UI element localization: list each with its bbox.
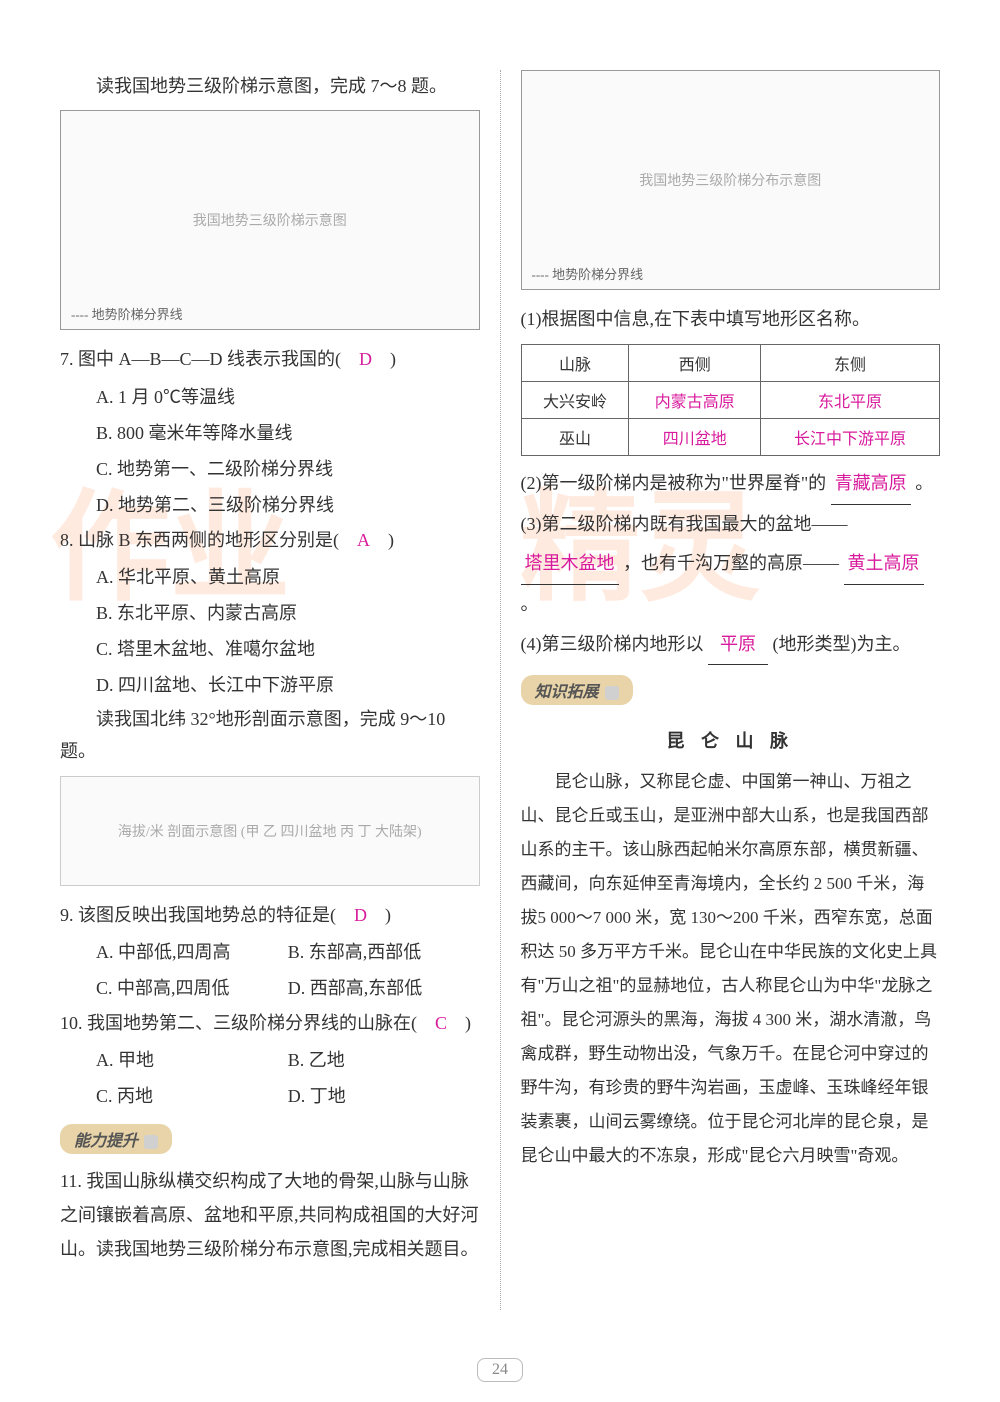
q9-opt-b: B. 东部高,西部低: [288, 934, 480, 970]
q8-opt-a: A. 华北平原、黄土高原: [60, 559, 480, 595]
q9-answer: D: [354, 905, 367, 925]
article-body: 昆仑山脉，又称昆仑虚、中国第一神山、万祖之山、昆仑丘或玉山，是亚洲中部大山系，也…: [521, 765, 941, 1173]
p4-text1: (4)第三级阶梯内地形以: [521, 634, 704, 654]
table-row: 大兴安岭 内蒙古高原 东北平原: [521, 382, 940, 419]
q9-opt-c: C. 中部高,四周低: [96, 970, 288, 1006]
q10-row2: C. 丙地 D. 丁地: [60, 1078, 480, 1114]
left-column: 读我国地势三级阶梯示意图，完成 7～8 题。 我国地势三级阶梯示意图 ---- …: [60, 70, 480, 1310]
q9-opt-d: D. 西部高,东部低: [288, 970, 480, 1006]
article-title: 昆 仑 山 脉: [521, 727, 941, 753]
th-west: 西侧: [629, 345, 761, 382]
q10-stem-text: 10. 我国地势第二、三级阶梯分界线的山脉在(: [60, 1013, 435, 1033]
q11-stem: 11. 我国山脉纵横交织构成了大地的骨架,山脉与山脉之间镶嵌着高原、盆地和平原,…: [60, 1164, 480, 1267]
q8-stem-text: 8. 山脉 B 东西两侧的地形区分别是(: [60, 530, 357, 550]
p2: (2)第一级阶梯内是被称为"世界屋脊"的 青藏高原 。: [521, 464, 941, 505]
p3: (3)第二级阶梯内既有我国最大的盆地—— 塔里木盆地 ，也有千沟万壑的高原—— …: [521, 505, 941, 625]
badge-knowledge: 知识拓展: [521, 675, 633, 705]
p3-text1: (3)第二级阶梯内既有我国最大的盆地——: [521, 514, 848, 534]
q9-row2: C. 中部高,四周低 D. 西部高,东部低: [60, 970, 480, 1006]
p4: (4)第三级阶梯内地形以 平原 (地形类型)为主。: [521, 625, 941, 666]
q10-row1: A. 甲地 B. 乙地: [60, 1042, 480, 1078]
p3-blank1: 塔里木盆地: [521, 544, 619, 585]
map-2: 我国地势三级阶梯分布示意图 ---- 地势阶梯分界线: [521, 70, 941, 290]
map-2-hint: 我国地势三级阶梯分布示意图: [639, 170, 821, 190]
q10-opt-c: C. 丙地: [96, 1078, 288, 1114]
r1c3: 东北平原: [761, 382, 940, 419]
p1: (1)根据图中信息,在下表中填写地形区名称。: [521, 302, 941, 336]
badge-ability: 能力提升: [60, 1124, 172, 1154]
page-content: 读我国地势三级阶梯示意图，完成 7～8 题。 我国地势三级阶梯示意图 ---- …: [60, 70, 940, 1310]
p4-blank1: 平原: [708, 625, 768, 666]
q10-stem: 10. 我国地势第二、三级阶梯分界线的山脉在( C ): [60, 1006, 480, 1040]
q7-opt-d: D. 地势第二、三级阶梯分界线: [60, 487, 480, 523]
q7-stem-text: 7. 图中 A—B—C—D 线表示我国的(: [60, 349, 359, 369]
r2c3: 长江中下游平原: [761, 419, 940, 456]
q10-stem-end: ): [447, 1013, 471, 1033]
q8-opt-c: C. 塔里木盆地、准噶尔盆地: [60, 631, 480, 667]
profile-chart: 海拔/米 剖面示意图 (甲 乙 四川盆地 丙 丁 大陆架): [60, 776, 480, 886]
q8-stem-end: ): [370, 530, 394, 550]
q8-stem: 8. 山脉 B 东西两侧的地形区分别是( A ): [60, 523, 480, 557]
th-east: 东侧: [761, 345, 940, 382]
p2-end: 。: [915, 473, 933, 493]
r2c2: 四川盆地: [629, 419, 761, 456]
th-mountain: 山脉: [521, 345, 629, 382]
q7-stem-end: ): [372, 349, 396, 369]
r1c1: 大兴安岭: [521, 382, 629, 419]
q7-opt-b: B. 800 毫米年等降水量线: [60, 415, 480, 451]
q10-opt-b: B. 乙地: [288, 1042, 480, 1078]
map-2-legend: ---- 地势阶梯分界线: [532, 264, 644, 283]
q9-stem-text: 9. 该图反映出我国地势总的特征是(: [60, 905, 354, 925]
q7-stem: 7. 图中 A—B—C—D 线表示我国的( D ): [60, 342, 480, 376]
instruction-9-10: 读我国北纬 32°地形剖面示意图，完成 9～10 题。: [60, 703, 480, 768]
map-1: 我国地势三级阶梯示意图 ---- 地势阶梯分界线: [60, 110, 480, 330]
q9-opt-a: A. 中部低,四周高: [96, 934, 288, 970]
q7-answer: D: [359, 349, 372, 369]
profile-chart-hint: 海拔/米 剖面示意图 (甲 乙 四川盆地 丙 丁 大陆架): [118, 821, 422, 841]
terrain-table: 山脉 西侧 东侧 大兴安岭 内蒙古高原 东北平原 巫山 四川盆地 长江中下游平原: [521, 344, 941, 456]
page-number: 24: [477, 1358, 523, 1382]
r1c2: 内蒙古高原: [629, 382, 761, 419]
q10-opt-a: A. 甲地: [96, 1042, 288, 1078]
q7-opt-c: C. 地势第一、二级阶梯分界线: [60, 451, 480, 487]
column-divider: [500, 70, 501, 1310]
q8-opt-d: D. 四川盆地、长江中下游平原: [60, 667, 480, 703]
table-header-row: 山脉 西侧 东侧: [521, 345, 940, 382]
right-column: 我国地势三级阶梯分布示意图 ---- 地势阶梯分界线 (1)根据图中信息,在下表…: [521, 70, 941, 1310]
q9-stem: 9. 该图反映出我国地势总的特征是( D ): [60, 898, 480, 932]
p4-text2: (地形类型)为主。: [773, 634, 911, 654]
p3-text2: ，也有千沟万壑的高原——: [623, 553, 839, 573]
map-1-legend: ---- 地势阶梯分界线: [71, 304, 183, 323]
map-1-hint: 我国地势三级阶梯示意图: [193, 210, 347, 230]
p2-blank1: 青藏高原: [831, 464, 911, 505]
instruction-7-8: 读我国地势三级阶梯示意图，完成 7～8 题。: [60, 70, 480, 102]
r2c1: 巫山: [521, 419, 629, 456]
q9-row1: A. 中部低,四周高 B. 东部高,西部低: [60, 934, 480, 970]
p2-text: (2)第一级阶梯内是被称为"世界屋脊"的: [521, 473, 827, 493]
q8-answer: A: [357, 530, 370, 550]
p3-blank2: 黄土高原: [844, 544, 924, 585]
q8-opt-b: B. 东北平原、内蒙古高原: [60, 595, 480, 631]
table-row: 巫山 四川盆地 长江中下游平原: [521, 419, 940, 456]
q7-opt-a: A. 1 月 0℃等温线: [60, 379, 480, 415]
q10-opt-d: D. 丁地: [288, 1078, 480, 1114]
p3-end: 。: [521, 594, 539, 614]
q9-stem-end: ): [367, 905, 391, 925]
q10-answer: C: [435, 1013, 447, 1033]
